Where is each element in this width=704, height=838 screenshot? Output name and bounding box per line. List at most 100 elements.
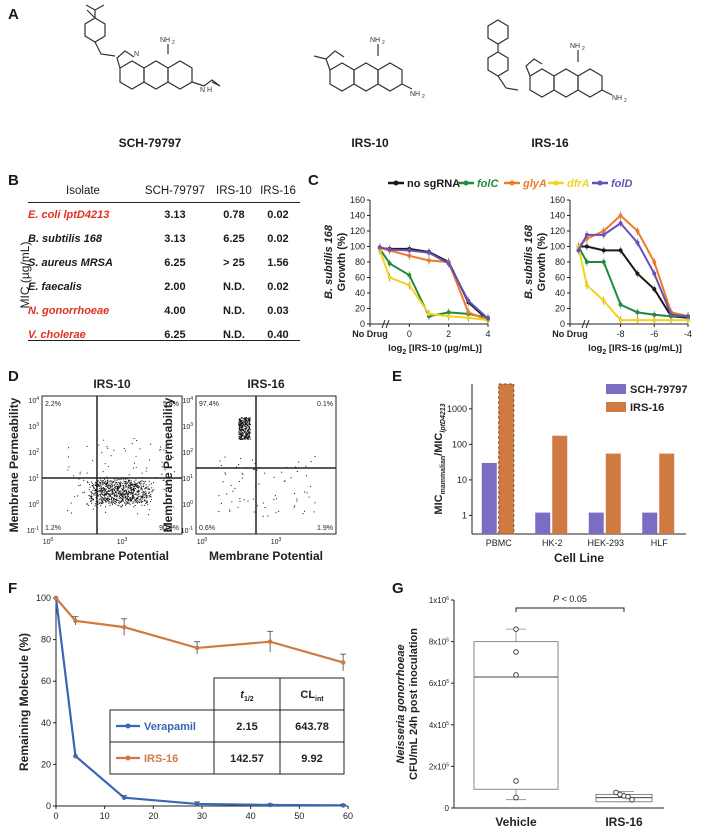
event-dot	[124, 495, 126, 497]
event-dot	[115, 499, 116, 501]
compound-name: SCH-79797	[118, 136, 182, 150]
event-dot	[242, 422, 244, 424]
event-dot	[132, 496, 134, 498]
y-axis-label-part: MIC	[433, 494, 445, 514]
event-dot	[118, 492, 120, 494]
event-dot	[313, 511, 315, 513]
event-dot	[87, 482, 89, 483]
y-tick-label: 20	[555, 304, 565, 314]
axis-break	[581, 319, 590, 329]
event-dot	[106, 483, 108, 485]
event-dot	[126, 503, 127, 505]
atom-h: H	[207, 87, 212, 94]
tick-exp: 1	[190, 474, 193, 480]
event-dot	[243, 499, 245, 501]
y-tick-label: 10-1	[181, 526, 193, 535]
event-dot	[119, 486, 121, 488]
event-dot	[89, 498, 91, 500]
event-dot	[252, 498, 254, 500]
event-dot	[245, 425, 247, 427]
event-dot	[109, 494, 111, 495]
atom-nh2-a: NH	[160, 37, 170, 44]
data-point	[652, 287, 657, 292]
data-point	[194, 801, 200, 807]
tick-base: 10	[271, 539, 279, 546]
x-tick-label: 4	[485, 329, 490, 339]
event-dot	[242, 477, 243, 479]
event-dot	[242, 435, 244, 437]
event-dot	[105, 488, 107, 490]
event-dot	[241, 422, 243, 424]
event-dot	[133, 480, 135, 482]
event-dot	[246, 430, 248, 432]
event-dot	[247, 418, 249, 420]
event-dot	[139, 501, 141, 503]
event-dot	[117, 504, 119, 506]
event-dot	[102, 482, 104, 484]
event-dot	[119, 501, 121, 503]
event-dot	[240, 422, 242, 423]
event-dot	[241, 430, 243, 432]
event-dot	[120, 484, 122, 486]
x-axis-label: Cell Line	[554, 551, 604, 565]
event-dot	[115, 488, 117, 490]
event-dot	[132, 501, 134, 503]
y-tick-label: 120	[550, 226, 565, 236]
event-dot	[161, 473, 163, 475]
event-dot	[253, 468, 255, 470]
event-dot	[117, 489, 119, 491]
x-axis-label-part: log	[388, 343, 402, 354]
event-dot	[87, 504, 89, 506]
event-dot	[159, 449, 161, 451]
event-dot	[244, 436, 246, 438]
event-dot	[135, 501, 137, 503]
data-point	[446, 314, 451, 319]
event-dot	[125, 492, 127, 494]
event-dot	[129, 488, 131, 490]
event-dot	[114, 503, 116, 504]
event-dot	[101, 499, 103, 501]
flow-cytometry: IRS-102.2% 5.8%1.2% 90.9%10410310210110010…	[7, 377, 337, 563]
event-dot	[101, 497, 103, 499]
event-dot	[102, 480, 104, 482]
tick-base: 10	[182, 502, 190, 509]
event-dot	[239, 424, 241, 426]
event-dot	[111, 491, 113, 493]
event-dot	[99, 488, 101, 490]
data-point	[267, 802, 273, 808]
event-dot	[116, 500, 118, 501]
event-dot	[244, 428, 246, 430]
event-dot	[97, 485, 99, 487]
mic-table-bottom-rule	[28, 340, 300, 341]
legend-marker	[463, 180, 469, 186]
event-dot	[245, 434, 247, 436]
event-dot	[86, 445, 88, 447]
event-dot	[239, 425, 241, 427]
x-tick-label: No Drug	[352, 329, 388, 339]
event-dot	[98, 494, 100, 496]
event-dot	[243, 435, 245, 437]
event-dot	[240, 458, 242, 459]
event-dot	[145, 490, 147, 492]
event-dot	[133, 486, 135, 488]
event-dot	[239, 438, 240, 440]
event-dot	[119, 495, 121, 496]
data-point	[669, 318, 674, 323]
event-dot	[125, 477, 126, 479]
event-dot	[249, 418, 251, 420]
event-dot	[119, 486, 120, 488]
plot-frame	[41, 395, 183, 535]
event-dot	[99, 503, 101, 505]
series-line	[577, 246, 688, 322]
y-tick-label: 8x105	[429, 638, 449, 647]
y-axis-label-species: B. subtilis 168	[523, 224, 535, 299]
event-dot	[249, 417, 251, 419]
event-dot	[90, 499, 92, 501]
event-dot	[135, 484, 137, 486]
event-dot	[120, 493, 122, 495]
event-dot	[111, 493, 113, 495]
event-dot	[239, 429, 241, 431]
event-dot	[103, 494, 105, 496]
quadrant-label: 5.8%	[163, 401, 179, 408]
event-dot	[112, 484, 114, 486]
